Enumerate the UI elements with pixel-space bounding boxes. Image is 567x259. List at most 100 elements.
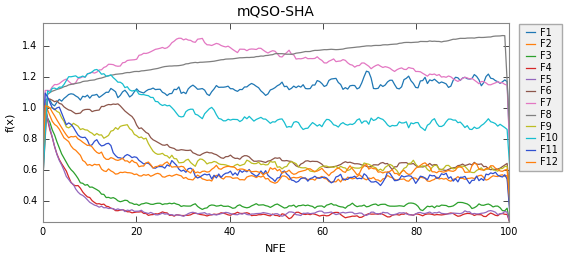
Line: F11: F11 — [43, 93, 510, 209]
F7 — [58, 80, 65, 83]
F5 — [129, 208, 136, 211]
F3 — [485, 203, 492, 206]
F1 — [506, 140, 513, 143]
F10 — [506, 162, 513, 166]
F8 — [506, 125, 513, 128]
F5 — [166, 213, 173, 216]
F6 — [468, 163, 475, 167]
F3 — [506, 220, 513, 223]
F6 — [485, 167, 492, 170]
F6 — [40, 178, 46, 181]
F8 — [126, 71, 133, 74]
F3 — [61, 156, 67, 160]
F11 — [506, 207, 513, 211]
Line: F9: F9 — [43, 105, 510, 198]
F4 — [485, 213, 492, 216]
F2 — [61, 136, 67, 139]
F1 — [485, 73, 492, 76]
F2 — [166, 174, 173, 177]
F5 — [468, 212, 475, 215]
F8 — [164, 65, 171, 68]
F6 — [70, 111, 77, 114]
Line: F10: F10 — [43, 69, 510, 178]
Line: F6: F6 — [43, 99, 510, 188]
F6 — [166, 146, 173, 149]
F2 — [129, 172, 136, 175]
F4 — [129, 211, 136, 214]
F6 — [61, 105, 67, 108]
Line: F3: F3 — [43, 108, 510, 221]
F9 — [40, 155, 46, 158]
F12 — [70, 135, 77, 138]
F1 — [67, 92, 74, 95]
F4 — [70, 183, 77, 186]
F10 — [67, 75, 74, 78]
F11 — [42, 92, 49, 95]
F1 — [40, 155, 46, 158]
F5 — [42, 107, 49, 110]
F7 — [164, 46, 171, 49]
F11 — [40, 148, 46, 152]
F10 — [166, 104, 173, 107]
F7 — [175, 37, 182, 40]
F3 — [129, 202, 136, 205]
Line: F12: F12 — [43, 106, 510, 199]
F9 — [485, 167, 492, 170]
F2 — [40, 153, 46, 156]
F11 — [166, 164, 173, 168]
Y-axis label: f(x): f(x) — [5, 112, 15, 132]
F2 — [42, 102, 49, 105]
F11 — [61, 117, 67, 120]
F11 — [129, 156, 136, 159]
F9 — [506, 197, 513, 200]
F3 — [70, 170, 77, 174]
F7 — [506, 144, 513, 147]
F12 — [506, 198, 513, 201]
Line: F4: F4 — [43, 111, 510, 221]
F11 — [70, 126, 77, 129]
F4 — [40, 155, 46, 159]
F9 — [61, 120, 67, 123]
F6 — [506, 187, 513, 190]
Title: mQSO-SHA: mQSO-SHA — [237, 5, 315, 19]
F3 — [40, 156, 46, 159]
F10 — [40, 177, 46, 180]
F8 — [466, 37, 473, 40]
F4 — [166, 214, 173, 217]
F7 — [468, 77, 475, 80]
F12 — [61, 130, 67, 133]
F10 — [468, 128, 475, 131]
F7 — [67, 82, 74, 85]
F7 — [126, 59, 133, 62]
X-axis label: NFE: NFE — [265, 244, 287, 254]
F11 — [485, 173, 492, 176]
F12 — [468, 164, 475, 167]
F2 — [506, 204, 513, 207]
F8 — [40, 161, 46, 164]
F7 — [40, 145, 46, 148]
F3 — [166, 202, 173, 205]
F12 — [42, 104, 49, 107]
F9 — [129, 129, 136, 132]
F8 — [67, 83, 74, 86]
F9 — [166, 157, 173, 160]
F6 — [129, 115, 136, 118]
F4 — [61, 166, 67, 169]
F9 — [468, 171, 475, 174]
F2 — [468, 176, 475, 179]
F8 — [483, 36, 489, 39]
F4 — [468, 213, 475, 216]
F12 — [166, 163, 173, 166]
F2 — [70, 147, 77, 150]
F1 — [126, 95, 133, 98]
Line: F8: F8 — [43, 35, 510, 163]
F12 — [129, 159, 136, 162]
F1 — [468, 77, 475, 80]
Line: F7: F7 — [43, 38, 510, 146]
Line: F5: F5 — [43, 109, 510, 221]
F12 — [40, 158, 46, 161]
F1 — [363, 70, 370, 73]
F9 — [42, 104, 49, 107]
F9 — [70, 122, 77, 125]
F5 — [70, 183, 77, 186]
